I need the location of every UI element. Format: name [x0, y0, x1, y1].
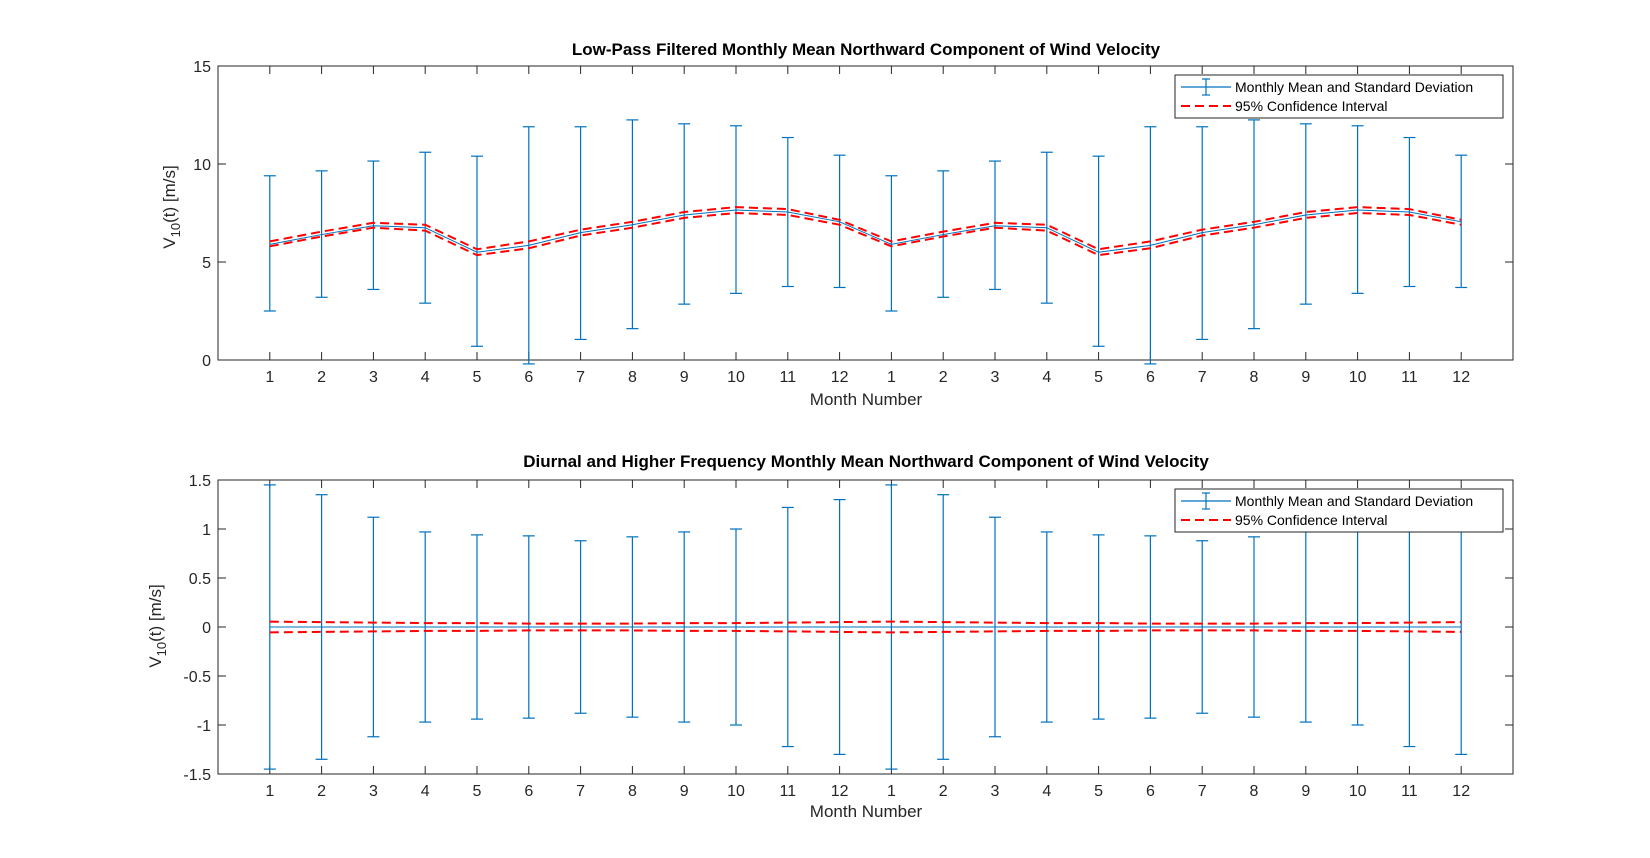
- bottom-x-tick-label: 12: [831, 783, 849, 800]
- bottom-x-tick-label: 2: [939, 783, 948, 800]
- bottom-legend-label-ci: 95% Confidence Interval: [1235, 512, 1388, 528]
- bottom-x-tick-label: 9: [1301, 783, 1310, 800]
- top-x-tick-label: 2: [317, 369, 326, 386]
- bottom-y-axis-label: V10(t) [m/s]: [146, 584, 169, 667]
- bottom-chart-panel: Diurnal and Higher Frequency Monthly Mea…: [146, 452, 1514, 821]
- bottom-x-tick-label: 8: [628, 783, 637, 800]
- top-legend: Monthly Mean and Standard Deviation 95% C…: [1174, 74, 1504, 119]
- bottom-y-tick-label: 1: [202, 522, 211, 539]
- bottom-x-tick-label: 3: [369, 783, 378, 800]
- top-chart-panel: Low-Pass Filtered Monthly Mean Northward…: [160, 40, 1514, 409]
- bottom-x-tick-label: 4: [1042, 783, 1051, 800]
- bottom-x-tick-label: 5: [1094, 783, 1103, 800]
- bottom-chart-title: Diurnal and Higher Frequency Monthly Mea…: [523, 452, 1209, 471]
- bottom-x-tick-label: 3: [991, 783, 1000, 800]
- bottom-x-tick-label: 6: [524, 783, 533, 800]
- bottom-x-tick-label: 8: [1250, 783, 1259, 800]
- bottom-ci-lower-line: [269, 629, 1462, 634]
- bottom-x-tick-label: 11: [1401, 783, 1418, 800]
- bottom-x-tick-label: 6: [1146, 783, 1155, 800]
- bottom-y-tick-label: 0: [202, 620, 211, 637]
- top-x-tick-label: 2: [939, 369, 948, 386]
- top-y-tick-label: 0: [202, 353, 211, 370]
- top-legend-label-ci: 95% Confidence Interval: [1235, 98, 1388, 114]
- top-x-tick-label: 5: [1094, 369, 1103, 386]
- top-x-tick-label: 6: [524, 369, 533, 386]
- top-x-tick-label: 12: [1452, 369, 1470, 386]
- top-ci-lower-line: [269, 211, 1462, 257]
- top-ci-upper-line: [269, 206, 1462, 251]
- bottom-x-tick-label: 1: [887, 783, 896, 800]
- bottom-x-tick-label: 1: [265, 783, 274, 800]
- bottom-x-tick-label: 7: [576, 783, 585, 800]
- top-x-axis-label: Month Number: [810, 390, 923, 409]
- bottom-plot-area: 1 2 3 4 5 6 7 8 9 10 11 12 1 2 3 4 5 6 7 8 9 10 11 12-1.5-1-0.5…: [183, 473, 1514, 800]
- bottom-x-tick-label: 12: [1452, 783, 1470, 800]
- bottom-y-tick-label: -1: [197, 718, 211, 735]
- top-x-tick-label: 10: [727, 369, 745, 386]
- top-mean-line: [269, 209, 1462, 253]
- top-x-tick-label: 6: [1146, 369, 1155, 386]
- bottom-x-tick-label: 2: [317, 783, 326, 800]
- top-x-tick-label: 1: [887, 369, 896, 386]
- bottom-x-tick-label: 5: [473, 783, 482, 800]
- top-legend-box: [1174, 74, 1504, 119]
- bottom-y-tick-label: -1.5: [183, 767, 211, 784]
- top-x-tick-label: 4: [421, 369, 430, 386]
- bottom-legend-label-mean: Monthly Mean and Standard Deviation: [1235, 493, 1473, 509]
- top-x-tick-label: 7: [576, 369, 585, 386]
- bottom-legend-box: [1174, 488, 1504, 533]
- top-x-tick-label: 1: [265, 369, 274, 386]
- top-y-tick-label: 15: [193, 59, 211, 76]
- top-x-tick-label: 7: [1198, 369, 1207, 386]
- bottom-x-tick-label: 4: [421, 783, 430, 800]
- bottom-x-tick-label: 9: [680, 783, 689, 800]
- bottom-x-tick-label: 10: [727, 783, 745, 800]
- top-y-tick-label: 10: [193, 157, 211, 174]
- top-chart-title: Low-Pass Filtered Monthly Mean Northward…: [572, 40, 1161, 59]
- top-x-tick-label: 9: [1301, 369, 1310, 386]
- top-x-tick-label: 8: [628, 369, 637, 386]
- bottom-x-axis-label: Month Number: [810, 802, 923, 821]
- top-x-tick-label: 10: [1349, 369, 1367, 386]
- top-x-tick-label: 3: [991, 369, 1000, 386]
- bottom-y-tick-label: 0.5: [189, 571, 211, 588]
- bottom-x-tick-label: 10: [1349, 783, 1367, 800]
- top-x-tick-label: 9: [680, 369, 689, 386]
- top-y-tick-label: 5: [202, 255, 211, 272]
- top-x-tick-label: 8: [1250, 369, 1259, 386]
- top-x-tick-label: 4: [1042, 369, 1051, 386]
- bottom-ci-upper-line: [269, 620, 1462, 625]
- top-x-tick-label: 12: [831, 369, 849, 386]
- bottom-x-tick-label: 7: [1198, 783, 1207, 800]
- bottom-legend: Monthly Mean and Standard Deviation 95% C…: [1174, 488, 1504, 533]
- top-x-tick-label: 11: [779, 369, 796, 386]
- bottom-y-tick-label: -0.5: [183, 669, 211, 686]
- top-legend-label-mean: Monthly Mean and Standard Deviation: [1235, 79, 1473, 95]
- bottom-x-tick-label: 11: [779, 783, 796, 800]
- top-x-tick-label: 3: [369, 369, 378, 386]
- top-x-tick-label: 11: [1401, 369, 1418, 386]
- top-y-axis-label: V10(t) [m/s]: [160, 165, 183, 248]
- bottom-y-tick-label: 1.5: [189, 473, 211, 490]
- top-plot-area: 1 2 3 4 5 6 7 8 9 10 11 12 1 2 3 4 5 6 7 8 9 10 11 12051015Mont…: [193, 59, 1514, 386]
- top-x-tick-label: 5: [473, 369, 482, 386]
